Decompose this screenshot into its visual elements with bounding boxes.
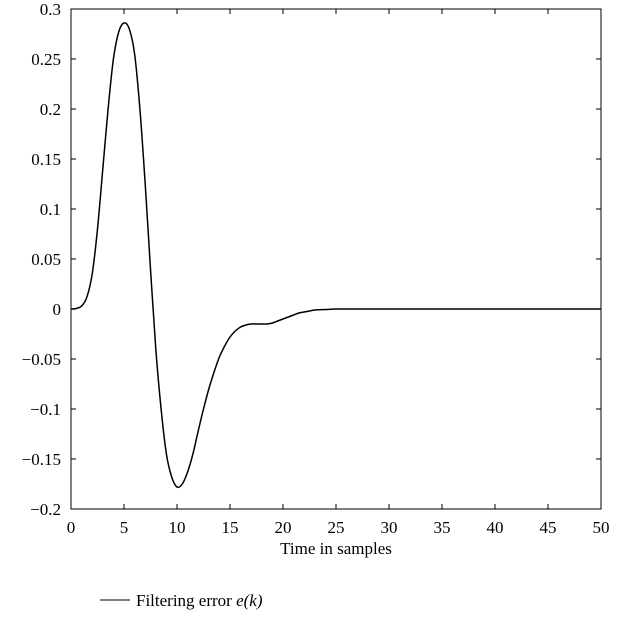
x-axis-ticks: 0 5 10 15 20 25 30 35 40 45 50 <box>67 9 610 537</box>
x-tick-label: 50 <box>593 518 610 537</box>
x-tick-label: 5 <box>120 518 129 537</box>
y-tick-label: 0.05 <box>31 250 61 269</box>
x-tick-label: 40 <box>487 518 504 537</box>
x-tick-label: 15 <box>222 518 239 537</box>
series-line-filtering-error <box>70 22 601 489</box>
legend: Filtering error e(k) <box>100 591 263 610</box>
y-tick-label: 0.2 <box>40 100 61 119</box>
x-tick-label: 45 <box>540 518 557 537</box>
x-tick-label: 30 <box>381 518 398 537</box>
x-tick-label: 0 <box>67 518 76 537</box>
x-tick-label: 20 <box>275 518 292 537</box>
y-tick-label: 0.3 <box>40 0 61 19</box>
y-tick-label: 0.15 <box>31 150 61 169</box>
x-tick-label: 10 <box>169 518 186 537</box>
plot-area-frame <box>70 8 602 510</box>
y-tick-label: −0.15 <box>22 450 61 469</box>
y-tick-label: −0.1 <box>30 400 61 419</box>
x-tick-label: 35 <box>434 518 451 537</box>
legend-label-filtering-error: Filtering error e(k) <box>136 591 263 610</box>
y-axis-ticks: 0.3 0.25 0.2 0.15 0.1 0.05 0 −0.05 −0.1 −0.15 −0.2 <box>22 0 601 519</box>
x-tick-label: 25 <box>328 518 345 537</box>
y-tick-label: 0.1 <box>40 200 61 219</box>
y-tick-label: 0.25 <box>31 50 61 69</box>
x-axis-title: Time in samples <box>280 539 392 558</box>
y-tick-label: 0 <box>53 300 62 319</box>
y-tick-label: −0.05 <box>22 350 61 369</box>
y-tick-label: −0.2 <box>30 500 61 519</box>
